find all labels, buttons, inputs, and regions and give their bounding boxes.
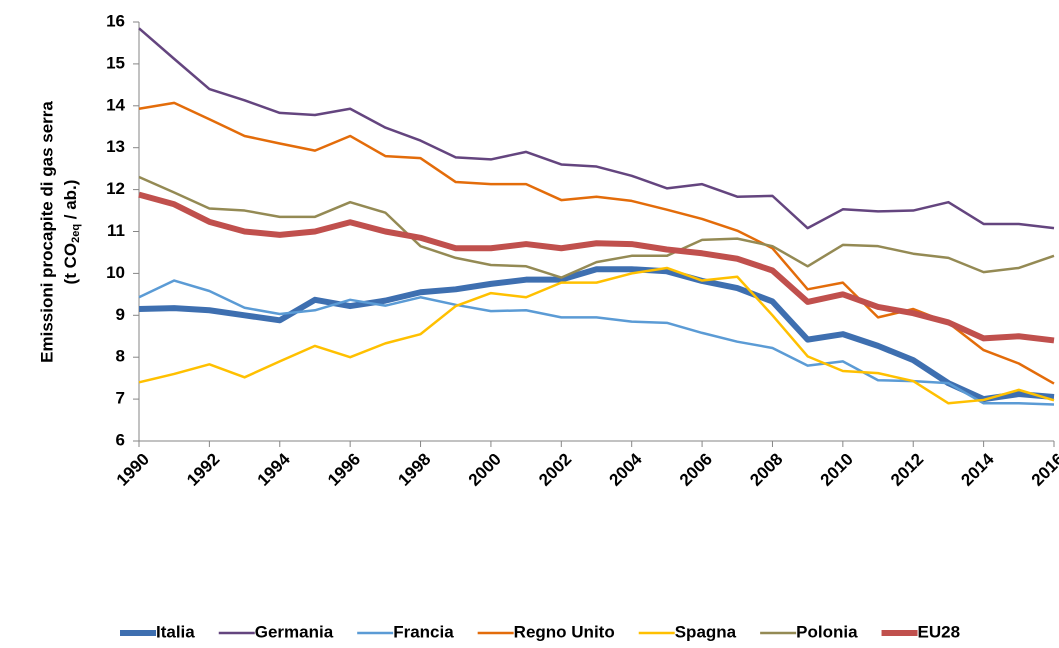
- x-tick-label: 2000: [465, 450, 505, 490]
- y-axis-label-subscript: 2eq: [70, 224, 82, 243]
- legend-label: Germania: [255, 622, 334, 641]
- x-tick-label: 2004: [606, 449, 647, 490]
- series-line: [138, 266, 1055, 405]
- x-tick-label: 2014: [957, 449, 998, 490]
- y-tick-label: 10: [106, 263, 125, 282]
- y-axis-label: Emissioni procapite di gas serra: [37, 101, 56, 363]
- series-line: [138, 279, 1055, 406]
- y-tick-label: 12: [106, 179, 125, 198]
- x-tick-label: 1994: [254, 449, 295, 490]
- x-tick-label: 2008: [746, 450, 786, 490]
- legend-label: EU28: [918, 622, 961, 641]
- x-tick-label: 2002: [535, 450, 575, 490]
- series-line: [138, 266, 1055, 403]
- x-tick-label: 2012: [887, 450, 927, 490]
- x-tick-label: 2006: [676, 450, 716, 490]
- y-axis-label-part: / ab.): [61, 180, 80, 224]
- y-tick-label: 7: [116, 389, 125, 408]
- series-line: [138, 27, 1055, 230]
- x-tick-label: 1996: [324, 450, 364, 490]
- y-tick-label: 9: [116, 305, 125, 324]
- y-tick-label: 6: [116, 430, 125, 449]
- series-line: [138, 175, 1055, 279]
- y-tick-label: 14: [106, 95, 125, 114]
- legend-label: Regno Unito: [514, 622, 615, 641]
- y-tick-label: 16: [106, 11, 125, 30]
- x-tick-label: 1998: [394, 450, 434, 490]
- legend: Italia Germania Francia Regno Unito Spagna Po…: [120, 622, 960, 641]
- x-tick-label: 2016: [1028, 450, 1059, 490]
- y-tick-label: 11: [107, 221, 125, 240]
- legend-label: Francia: [393, 622, 454, 641]
- y-tick-label: 13: [106, 137, 125, 156]
- x-tick-label: 2010: [817, 450, 857, 490]
- legend-label: Spagna: [675, 622, 737, 641]
- y-tick-label: 15: [106, 53, 125, 72]
- x-tick-label: 1990: [113, 450, 153, 490]
- x-tick-label: 1992: [183, 450, 223, 490]
- series-line: [138, 191, 1055, 344]
- y-tick-label: 8: [116, 347, 125, 366]
- legend-label: Italia: [156, 622, 195, 641]
- legend-label: Polonia: [796, 622, 858, 641]
- y-axis-label-part: (t CO: [61, 243, 80, 285]
- y-axis-label: (t CO2eq / ab.): [61, 180, 81, 285]
